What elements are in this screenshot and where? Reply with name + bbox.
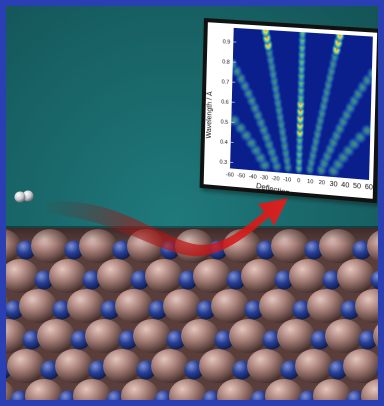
x-tick-label: 10 <box>307 179 313 186</box>
cation-atom <box>211 289 249 323</box>
y-tick-label: 0.6 <box>221 99 229 106</box>
diffraction-peak <box>202 27 216 42</box>
x-tick-label: -60 <box>226 172 234 179</box>
diffraction-peak <box>201 62 215 77</box>
cation-atom <box>19 289 57 323</box>
cation-atom <box>55 349 93 383</box>
y-tick-label: 0.5 <box>221 119 229 126</box>
cation-atom <box>103 349 141 383</box>
cation-atom <box>67 289 105 323</box>
diffraction-peak <box>201 55 215 70</box>
x-tick-label: -40 <box>249 174 257 181</box>
diffraction-peak <box>201 48 215 63</box>
x-tick-label: 0 <box>297 178 300 184</box>
diffraction-peak <box>201 41 215 56</box>
diffraction-peak <box>379 110 382 125</box>
y-tick-label: 0.3 <box>219 159 227 166</box>
diffraction-peak <box>203 20 215 35</box>
y-tick-label: 0.7 <box>222 79 230 86</box>
x-tick-label: -50 <box>237 173 245 180</box>
diffraction-peak <box>200 76 214 91</box>
y-tick-label: 0.9 <box>223 39 231 46</box>
cation-atom <box>295 349 333 383</box>
cation-atom <box>115 289 153 323</box>
helium-projectile <box>15 191 34 203</box>
diffraction-peak <box>205 34 217 49</box>
cation-atom <box>259 289 297 323</box>
cation-atom <box>325 319 363 353</box>
y-tick-label: 0.4 <box>220 139 228 146</box>
cation-atom <box>37 319 75 353</box>
x-tick-label: 30 <box>329 181 337 189</box>
x-tick-label: -30 <box>260 175 268 182</box>
diffraction-peak <box>201 69 215 84</box>
diffraction-peak <box>372 59 382 74</box>
cation-atom <box>163 289 201 323</box>
cation-atom <box>85 319 123 353</box>
cation-atom <box>247 349 285 383</box>
diffraction-plot: 0.3 0.4 0.5 0.6 0.7 0.8 0.9 -60 -50 -40 -30 -20 -10… <box>200 18 382 203</box>
cation-atom <box>277 319 315 353</box>
diffraction-peak <box>203 27 215 42</box>
diffraction-peak <box>202 20 216 35</box>
diffraction-peak <box>379 52 382 67</box>
diffraction-inset: 0.3 0.4 0.5 0.6 0.7 0.8 0.9 -60 -50 -40 -30 -20 -10… <box>200 18 382 203</box>
diffraction-peak <box>201 34 215 49</box>
y-axis-label: Wavelength / Å <box>204 91 214 139</box>
cation-atom <box>151 349 189 383</box>
x-tick-label: -20 <box>271 176 279 183</box>
cation-atom <box>229 319 267 353</box>
x-tick-label: 40 <box>341 182 349 190</box>
x-tick-label: -10 <box>283 177 291 184</box>
x-tick-label: 50 <box>353 183 361 191</box>
cation-atom <box>199 349 237 383</box>
cation-atom <box>181 319 219 353</box>
cation-atom <box>133 319 171 353</box>
x-tick-label: 60 <box>365 184 373 192</box>
cation-atom <box>7 349 45 383</box>
y-tick-label: 0.8 <box>222 59 230 66</box>
cation-atom <box>307 289 345 323</box>
x-tick-label: 20 <box>319 180 325 187</box>
